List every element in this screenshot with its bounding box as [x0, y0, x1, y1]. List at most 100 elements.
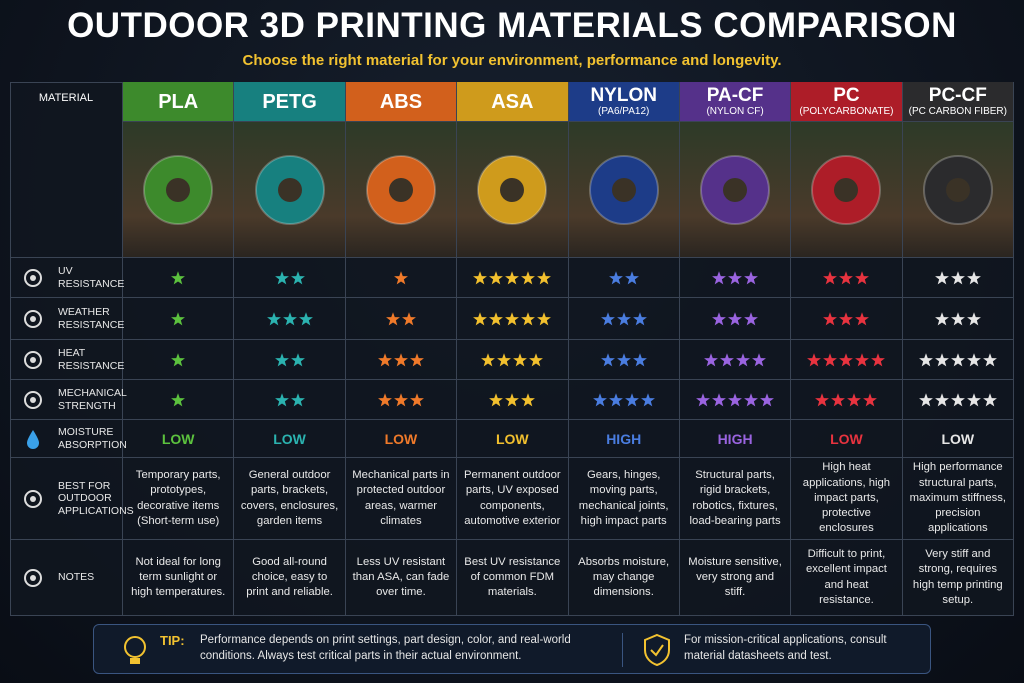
cell-text: Moisture sensitive, very strong and stif… [688, 555, 782, 599]
star-rating [489, 392, 536, 406]
part-illustration [700, 154, 771, 225]
star-rating [823, 270, 870, 284]
material-sub: (PC CARBON FIBER) [908, 106, 1007, 118]
cell: HIGH [568, 420, 680, 458]
star-rating [600, 311, 647, 325]
material-photo [345, 122, 458, 258]
star-rating [704, 352, 767, 366]
moisture-level: LOW [384, 430, 418, 447]
material-name: NYLON [590, 84, 657, 106]
cell [568, 258, 680, 298]
star-rating [481, 352, 544, 366]
material-header: ASA [457, 82, 569, 122]
cell-text: Best UV resistance of common FDM materia… [464, 555, 561, 599]
divider [622, 633, 623, 667]
material-photo [457, 122, 569, 258]
bulb-icon [124, 636, 146, 664]
material-header: PA-CF (NYLON CF) [679, 82, 792, 122]
cell [123, 298, 235, 340]
cell [123, 380, 235, 420]
star-rating [274, 270, 305, 284]
cell: Gears, hinges, moving parts, mechanical … [568, 458, 680, 540]
material-sub: (NYLON CF) [706, 106, 764, 118]
cell [679, 380, 792, 420]
star-rating [393, 270, 408, 284]
cell [123, 340, 235, 380]
cell [791, 380, 903, 420]
star-rating [934, 311, 981, 325]
cell-text: Absorbs moisture, may change dimensions. [578, 555, 670, 599]
material-name: ASA [491, 90, 534, 113]
cell-text: Very stiff and strong, requires high tem… [912, 548, 1003, 606]
row-label: BEST FOR OUTDOOR APPLICATIONS [10, 458, 134, 540]
star-rating [385, 311, 416, 325]
part-illustration [477, 154, 548, 225]
star-rating [592, 392, 655, 406]
tip-label: TIP: [160, 633, 185, 648]
material-header: PC-CF (PC CARBON FIBER) [902, 82, 1014, 122]
material-header: PLA [123, 82, 235, 122]
cell-text: Not ideal for long term sunlight or high… [131, 555, 226, 599]
cell [568, 380, 680, 420]
material-photo [902, 122, 1014, 258]
moisture-level: LOW [495, 430, 529, 447]
title: OUTDOOR 3D PRINTING MATERIALS COMPARISON [67, 6, 957, 45]
star-rating [712, 311, 759, 325]
cell [234, 298, 346, 340]
cell [457, 380, 569, 420]
star-rating [171, 352, 186, 366]
cell: General outdoor parts, brackets, covers,… [234, 458, 346, 540]
cell-text: Gears, hinges, moving parts, mechanical … [578, 469, 669, 527]
star-rating [600, 352, 647, 366]
material-name: ABS [379, 90, 423, 113]
material-name: PC-CF [928, 84, 987, 106]
cell [679, 298, 792, 340]
cell [568, 298, 680, 340]
material-photo [568, 122, 680, 258]
material-photo [234, 122, 346, 258]
cell: Best UV resistance of common FDM materia… [457, 540, 569, 616]
cell [902, 380, 1014, 420]
part-illustration [811, 154, 882, 225]
row-icon [24, 490, 42, 508]
row-label: MOISTURE ABSORPTION [10, 420, 127, 458]
star-rating [918, 392, 997, 406]
cell [345, 258, 458, 298]
cell: Temporary parts, prototypes, decorative … [123, 458, 235, 540]
cell: LOW [457, 420, 569, 458]
row-label: MECHANICAL STRENGTH [10, 380, 127, 420]
cell: Not ideal for long term sunlight or high… [123, 540, 235, 616]
cell-text: Less UV resistant than ASA, can fade ove… [352, 555, 450, 599]
cell [457, 340, 569, 380]
star-rating [473, 311, 552, 325]
cell-text: Temporary parts, prototypes, decorative … [135, 469, 221, 527]
row-label: WEATHER RESISTANCE [10, 298, 124, 340]
cell [345, 298, 458, 340]
cell [902, 340, 1014, 380]
material-sub: (PA6/PA12) [598, 106, 650, 118]
row-icon [24, 351, 42, 369]
star-rating [807, 352, 886, 366]
cell: Less UV resistant than ASA, can fade ove… [345, 540, 458, 616]
tip-box: TIP: Performance depends on print settin… [93, 624, 931, 674]
cell [902, 298, 1014, 340]
cell: Mechanical parts in protected outdoor ar… [345, 458, 458, 540]
cell [791, 298, 903, 340]
row-icon [27, 430, 39, 449]
material-name: PETG [262, 90, 317, 113]
material-header: PC (POLYCARBONATE) [791, 82, 903, 122]
part-illustration [922, 154, 993, 225]
moisture-level: LOW [830, 430, 863, 447]
subtitle: Choose the right material for your envir… [242, 52, 782, 69]
row-label: UV RESISTANCE [10, 258, 124, 298]
moisture-level: LOW [273, 430, 306, 447]
tip-text: Performance depends on print settings, p… [200, 634, 571, 663]
star-rating [712, 270, 759, 284]
cell-text: High heat applications, high impact part… [802, 461, 891, 535]
cell: Difficult to print, excellent impact and… [791, 540, 903, 616]
cell-text: High performance structural parts, maxim… [909, 461, 1007, 535]
cell: Very stiff and strong, requires high tem… [902, 540, 1014, 616]
part-illustration [143, 154, 214, 225]
cell-text: Difficult to print, excellent impact and… [805, 548, 887, 606]
